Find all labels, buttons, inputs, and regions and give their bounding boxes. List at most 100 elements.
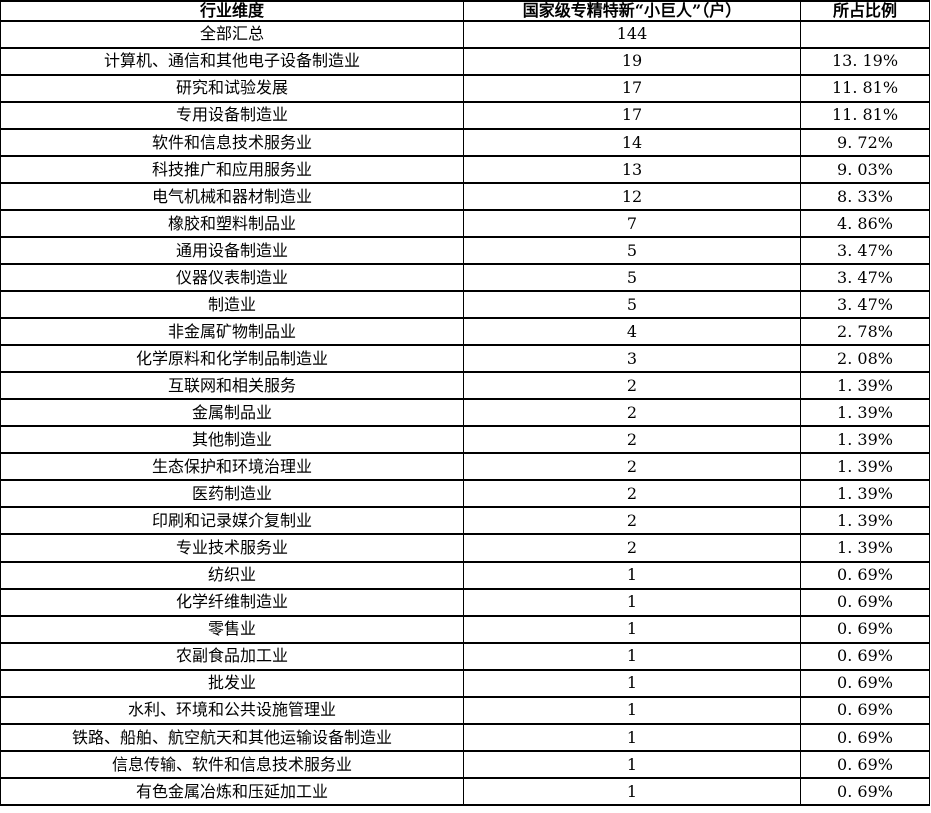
table-row: 软件和信息技术服务业 14 9. 72%	[0, 127, 930, 157]
percent-cell: 11. 81%	[800, 100, 930, 130]
table-row: 印刷和记录媒介复制业 2 1. 39%	[0, 506, 930, 536]
industry-cell: 金属制品业	[0, 398, 464, 428]
industry-cell: 非金属矿物制品业	[0, 317, 464, 347]
table-row: 专用设备制造业 17 11. 81%	[0, 100, 930, 130]
percent-cell: 0. 69%	[800, 641, 930, 671]
count-cell: 2	[463, 533, 801, 563]
industry-cell: 化学纤维制造业	[0, 587, 464, 617]
industry-cell: 全部汇总	[0, 19, 464, 49]
table-row: 零售业 1 0. 69%	[0, 614, 930, 644]
percent-cell: 3. 47%	[800, 235, 930, 266]
percent-cell: 1. 39%	[800, 371, 930, 401]
table-row: 电气机械和器材制造业 12 8. 33%	[0, 181, 930, 211]
table-row: 农副食品加工业 1 0. 69%	[0, 641, 930, 671]
count-cell: 2	[463, 452, 801, 482]
table-row: 通用设备制造业 5 3. 47%	[0, 235, 930, 266]
industry-cell: 计算机、通信和其他电子设备制造业	[0, 46, 464, 76]
percent-cell: 11. 81%	[800, 73, 930, 103]
table-body: 全部汇总 144 计算机、通信和其他电子设备制造业 19 13. 19% 研究和试验发展 1…	[0, 19, 930, 807]
column-header-count: 国家级专精特新“小巨人”（户）	[463, 0, 801, 22]
table-row: 其他制造业 2 1. 39%	[0, 425, 930, 455]
industry-cell: 印刷和记录媒介复制业	[0, 506, 464, 536]
industry-cell: 零售业	[0, 614, 464, 644]
percent-cell: 2. 78%	[800, 317, 930, 347]
count-cell: 2	[463, 371, 801, 401]
table-row: 纺织业 1 0. 69%	[0, 560, 930, 590]
count-cell: 144	[463, 19, 801, 49]
industry-cell: 互联网和相关服务	[0, 371, 464, 401]
table-row: 批发业 1 0. 69%	[0, 668, 930, 698]
percent-cell: 1. 39%	[800, 479, 930, 509]
table-row: 化学原料和化学制品制造业 3 2. 08%	[0, 344, 930, 374]
industry-cell: 研究和试验发展	[0, 73, 464, 103]
percent-cell: 0. 69%	[800, 587, 930, 617]
column-header-industry: 行业维度	[0, 0, 464, 22]
table-row: 科技推广和应用服务业 13 9. 03%	[0, 154, 930, 184]
industry-cell: 电气机械和器材制造业	[0, 181, 464, 211]
percent-cell: 3. 47%	[800, 263, 930, 293]
count-cell: 1	[463, 614, 801, 644]
industry-cell: 科技推广和应用服务业	[0, 154, 464, 184]
table-row: 水利、环境和公共设施管理业 1 0. 69%	[0, 695, 930, 725]
industry-cell: 化学原料和化学制品制造业	[0, 344, 464, 374]
count-cell: 2	[463, 398, 801, 428]
table-row: 专业技术服务业 2 1. 39%	[0, 533, 930, 563]
table-row: 生态保护和环境治理业 2 1. 39%	[0, 452, 930, 482]
industry-cell: 铁路、船舶、航空航天和其他运输设备制造业	[0, 722, 464, 752]
industry-cell: 仪器仪表制造业	[0, 263, 464, 293]
count-cell: 14	[463, 127, 801, 157]
percent-cell: 1. 39%	[800, 425, 930, 455]
count-cell: 17	[463, 100, 801, 130]
count-cell: 1	[463, 587, 801, 617]
percent-cell	[800, 19, 930, 49]
percent-cell: 2. 08%	[800, 344, 930, 374]
count-cell: 1	[463, 695, 801, 725]
table-row: 橡胶和塑料制品业 7 4. 86%	[0, 208, 930, 238]
industry-cell: 有色金属冶炼和压延加工业	[0, 776, 464, 807]
percent-cell: 0. 69%	[800, 722, 930, 752]
industry-cell: 农副食品加工业	[0, 641, 464, 671]
count-cell: 4	[463, 317, 801, 347]
table-row: 仪器仪表制造业 5 3. 47%	[0, 263, 930, 293]
percent-cell: 0. 69%	[800, 776, 930, 807]
industry-cell: 专用设备制造业	[0, 100, 464, 130]
count-cell: 2	[463, 425, 801, 455]
percent-cell: 9. 72%	[800, 127, 930, 157]
industry-cell: 通用设备制造业	[0, 235, 464, 266]
industry-cell: 生态保护和环境治理业	[0, 452, 464, 482]
table-row: 化学纤维制造业 1 0. 69%	[0, 587, 930, 617]
industry-cell: 水利、环境和公共设施管理业	[0, 695, 464, 725]
count-cell: 12	[463, 181, 801, 211]
count-cell: 7	[463, 208, 801, 238]
percent-cell: 3. 47%	[800, 290, 930, 320]
header-row: 行业维度 国家级专精特新“小巨人”（户） 所占比例	[0, 0, 930, 22]
table-row: 铁路、船舶、航空航天和其他运输设备制造业 1 0. 69%	[0, 722, 930, 752]
industry-cell: 橡胶和塑料制品业	[0, 208, 464, 238]
percent-cell: 9. 03%	[800, 154, 930, 184]
table-row: 制造业 5 3. 47%	[0, 290, 930, 320]
column-header-percentage: 所占比例	[800, 0, 930, 22]
count-cell: 5	[463, 290, 801, 320]
table-row: 互联网和相关服务 2 1. 39%	[0, 371, 930, 401]
count-cell: 5	[463, 263, 801, 293]
industry-cell: 纺织业	[0, 560, 464, 590]
industry-cell: 软件和信息技术服务业	[0, 127, 464, 157]
table-row: 有色金属冶炼和压延加工业 1 0. 69%	[0, 776, 930, 807]
count-cell: 2	[463, 479, 801, 509]
industry-cell: 其他制造业	[0, 425, 464, 455]
table-row: 非金属矿物制品业 4 2. 78%	[0, 317, 930, 347]
percent-cell: 1. 39%	[800, 452, 930, 482]
percent-cell: 0. 69%	[800, 614, 930, 644]
industry-cell: 医药制造业	[0, 479, 464, 509]
table-row: 医药制造业 2 1. 39%	[0, 479, 930, 509]
count-cell: 1	[463, 776, 801, 807]
table-row: 信息传输、软件和信息技术服务业 1 0. 69%	[0, 749, 930, 779]
table-row: 计算机、通信和其他电子设备制造业 19 13. 19%	[0, 46, 930, 76]
percent-cell: 0. 69%	[800, 749, 930, 779]
industry-cell: 制造业	[0, 290, 464, 320]
percent-cell: 0. 69%	[800, 695, 930, 725]
percent-cell: 8. 33%	[800, 181, 930, 211]
industry-cell: 专业技术服务业	[0, 533, 464, 563]
table-row: 研究和试验发展 17 11. 81%	[0, 73, 930, 103]
